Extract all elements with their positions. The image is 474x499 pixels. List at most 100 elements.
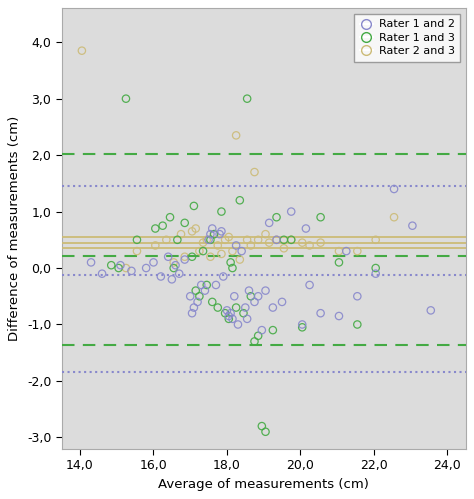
Point [181,253,189,261]
Point [201,286,209,294]
Point [152,225,159,233]
Point [122,95,130,103]
Point [299,239,306,247]
Y-axis label: Difference of measurements (cm): Difference of measurements (cm) [9,116,21,341]
Point [287,236,295,244]
Point [236,255,244,263]
Point [173,236,181,244]
Point [207,253,214,261]
Point [302,225,310,233]
Point [181,219,189,227]
Point [117,261,124,269]
Point [251,168,258,176]
Point [255,236,262,244]
Point [122,264,130,272]
Point [273,236,280,244]
Point [354,320,361,328]
Point [262,286,269,294]
Point [243,315,251,323]
Point [223,306,231,314]
Point [196,247,203,255]
Point [354,292,361,300]
Point [219,272,227,280]
Point [234,320,242,328]
X-axis label: Average of measurements (cm): Average of measurements (cm) [158,478,369,491]
Point [269,303,277,311]
Point [209,225,216,233]
Point [243,95,251,103]
Point [372,236,380,244]
Point [243,236,251,244]
Point [212,281,220,289]
Point [258,326,265,334]
Point [258,422,265,430]
Point [247,292,255,300]
Point [273,236,280,244]
Point [427,306,435,314]
Point [218,250,225,258]
Point [181,255,189,263]
Point [287,208,295,216]
Point [299,323,306,331]
Point [335,312,343,320]
Point [221,236,229,244]
Point [251,337,258,345]
Point [225,315,233,323]
Point [245,286,253,294]
Point [221,309,229,317]
Point [390,213,398,221]
Point [280,245,288,252]
Point [225,233,233,241]
Point [210,230,218,238]
Point [306,242,313,250]
Point [269,326,277,334]
Point [177,230,185,238]
Point [240,309,247,317]
Point [255,292,262,300]
Point [227,309,235,317]
Point [166,213,174,221]
Point [278,298,286,306]
Point [372,264,380,272]
Point [214,242,221,250]
Point [247,242,255,250]
Point [190,303,198,311]
Point [133,247,141,255]
Point [188,309,196,317]
Point [198,281,205,289]
Point [87,258,95,266]
Point [262,428,269,436]
Point [192,286,200,294]
Point [209,298,216,306]
Point [232,242,240,250]
Point [152,242,159,250]
Point [170,264,177,272]
Point [354,247,361,255]
Point [210,230,218,238]
Point [343,247,350,255]
Point [164,253,172,261]
Point [192,225,200,233]
Point [262,230,269,238]
Point [273,213,280,221]
Point [205,236,212,244]
Point [98,269,106,277]
Point [390,185,398,193]
Point [287,236,295,244]
Point [242,303,249,311]
Point [335,247,343,255]
Point [199,247,207,255]
Point [255,332,262,340]
Point [280,236,288,244]
Point [175,269,183,277]
Point [157,272,164,280]
Point [159,222,166,230]
Point [108,261,115,269]
Point [317,239,324,247]
Point [128,267,135,275]
Point [218,228,225,236]
Point [168,275,176,283]
Point [172,261,179,269]
Point [133,236,141,244]
Point [207,236,214,244]
